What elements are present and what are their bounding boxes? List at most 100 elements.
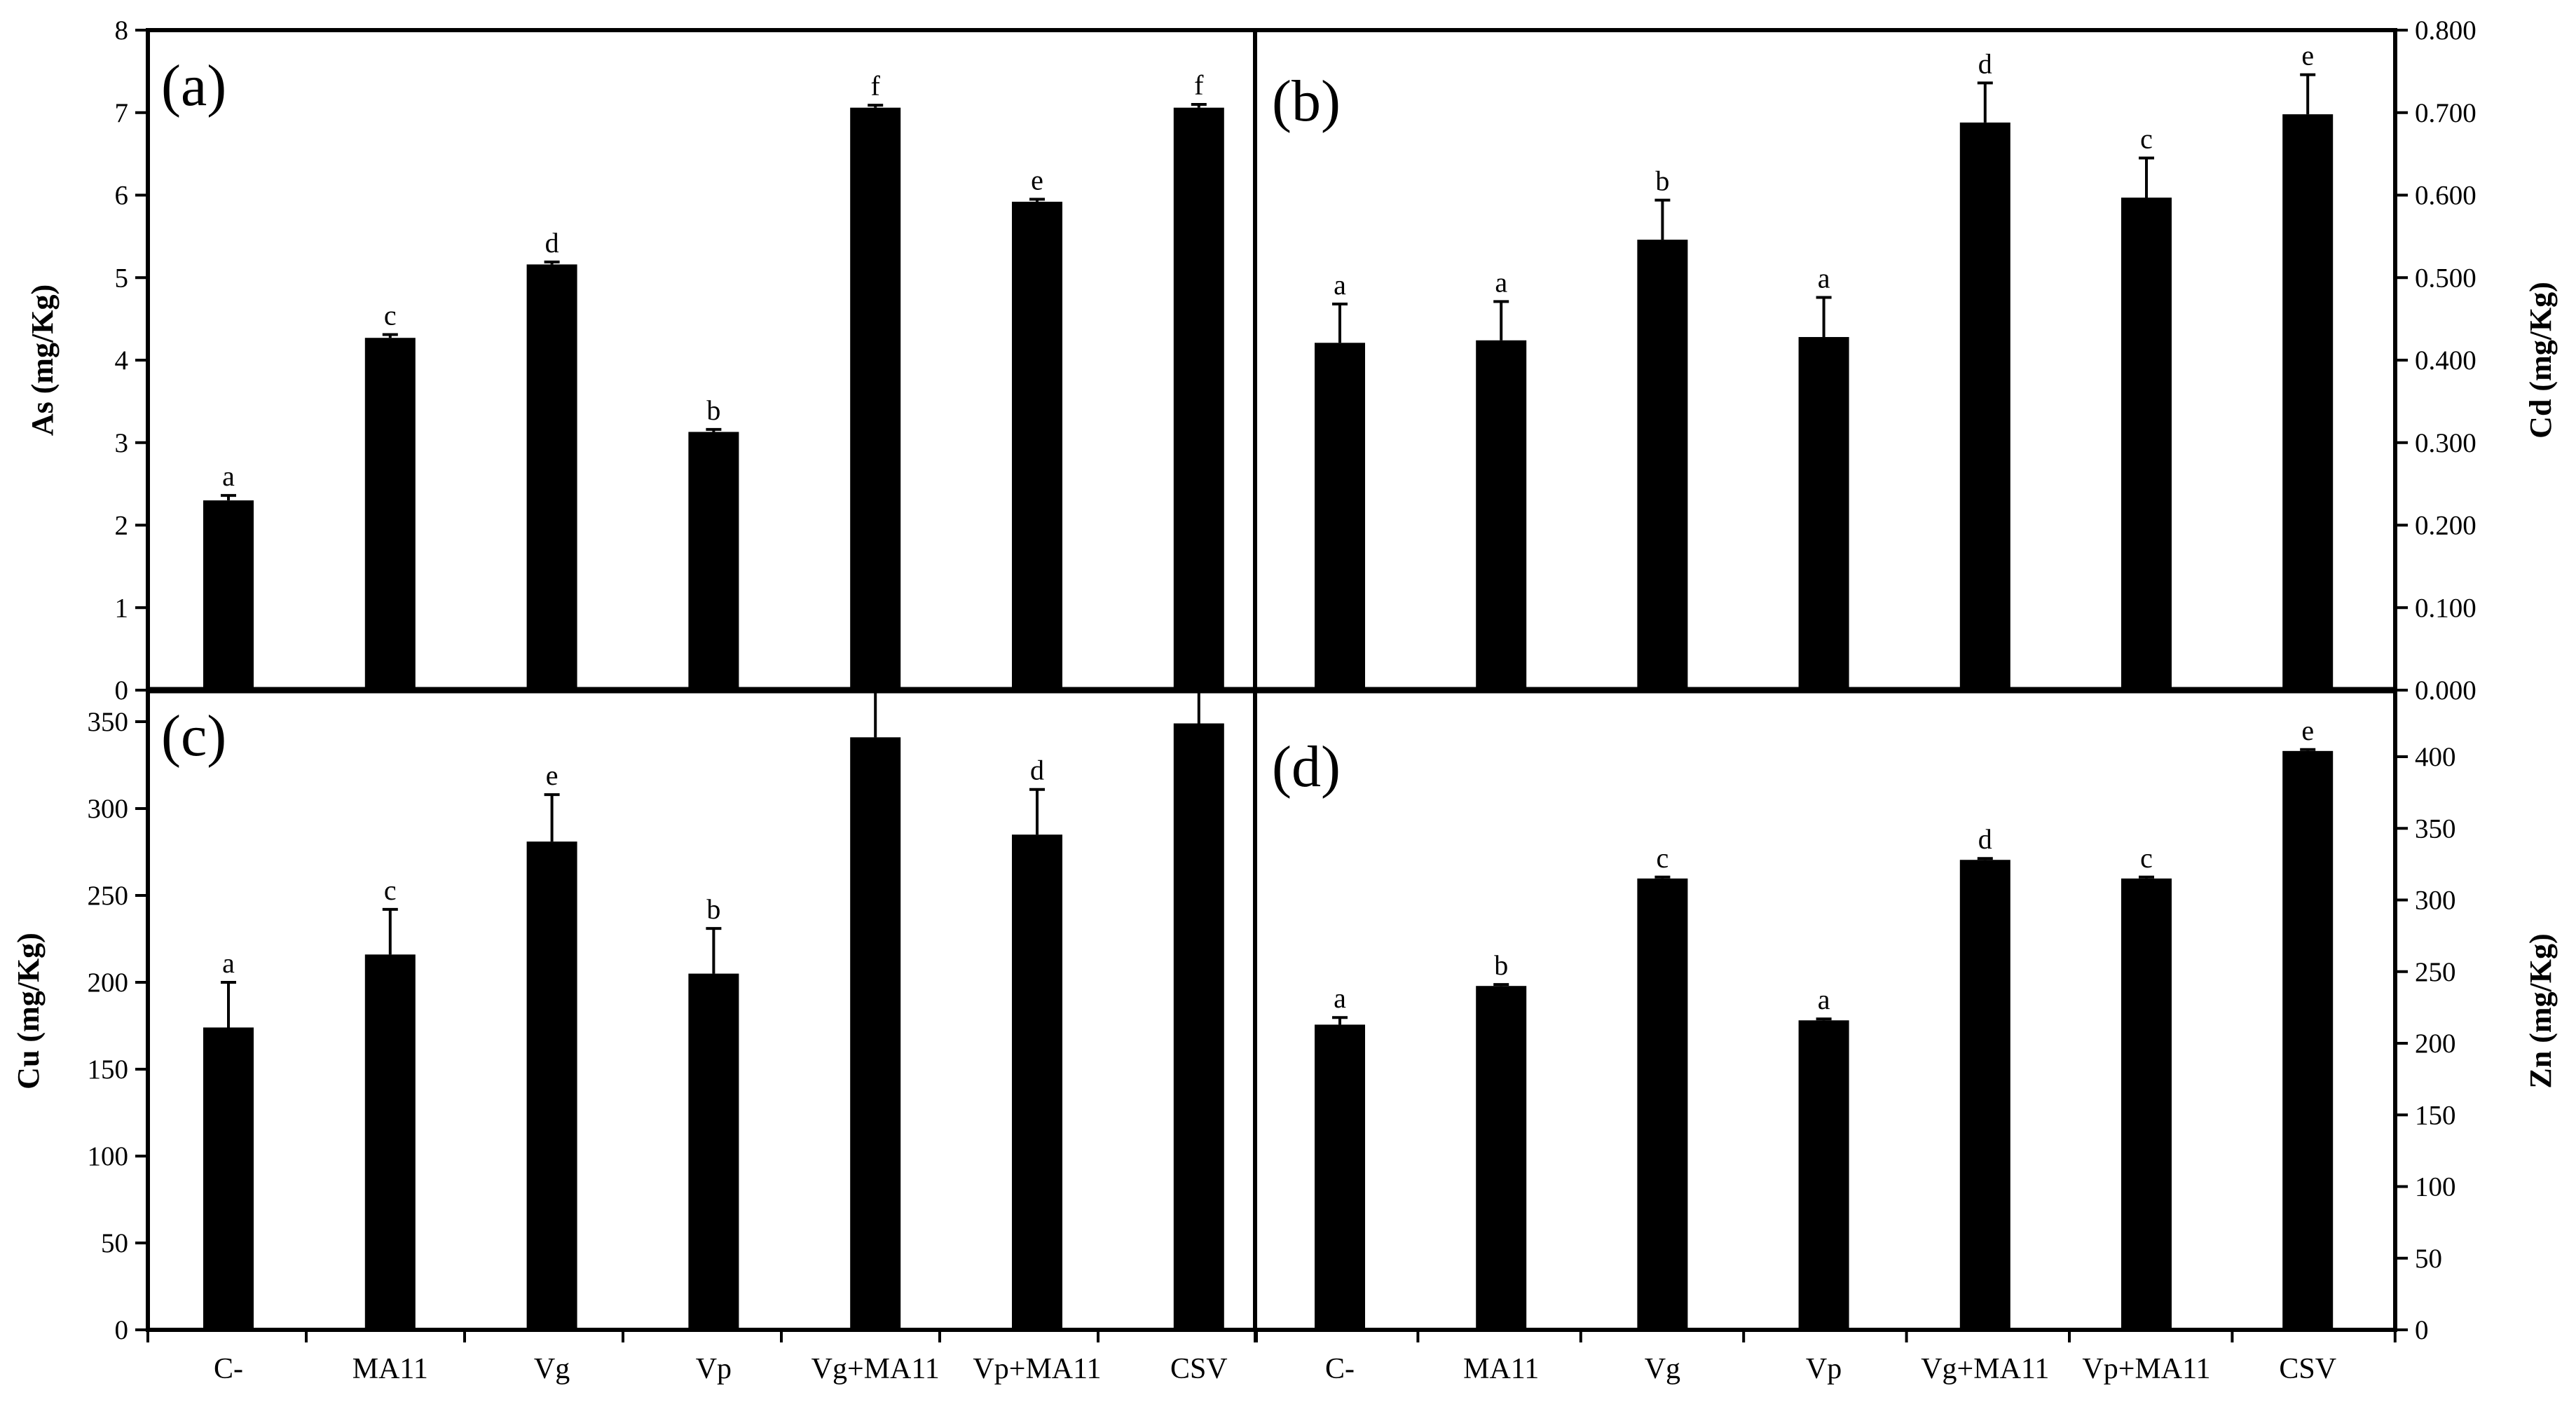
significance-letter: e [2301, 715, 2314, 746]
bar [850, 107, 901, 690]
y-tick-label: 150 [88, 1054, 129, 1085]
y-tick-label: 2 [115, 511, 129, 541]
y-tick-label: 50 [2415, 1244, 2442, 1274]
significance-letter: c [2140, 842, 2153, 874]
y-tick-label: 0 [115, 675, 129, 706]
y-tick-label: 4 [115, 345, 129, 376]
y-axis-title: Cu (mg/Kg) [11, 933, 46, 1090]
y-tick-label: 100 [88, 1141, 129, 1171]
significance-letter: d [1978, 823, 1992, 855]
y-tick-label: 0.300 [2415, 428, 2476, 458]
bar [1959, 122, 2010, 690]
bar [1798, 1020, 1849, 1330]
y-tick-label: 250 [2415, 957, 2456, 987]
category-label: Vp+MA11 [2082, 1353, 2210, 1385]
bar [2282, 114, 2334, 691]
bar [526, 841, 577, 1330]
y-axis-title: As (mg/Kg) [25, 284, 60, 436]
significance-letter: g [1192, 642, 1206, 673]
category-label: MA11 [352, 1353, 428, 1385]
significance-letter: b [1655, 165, 1669, 197]
significance-letter: a [1334, 269, 1346, 301]
y-axis-title: Cd (mg/Kg) [2523, 282, 2558, 439]
significance-letter: a [1495, 266, 1507, 298]
y-tick-label: 0.800 [2415, 15, 2476, 46]
bar [2121, 878, 2172, 1330]
category-label: Vp [1806, 1353, 1842, 1385]
panel-tag: (a) [161, 53, 226, 118]
y-tick-label: 8 [115, 15, 129, 46]
y-tick-label: 0 [115, 1315, 129, 1345]
significance-letter: a [222, 460, 235, 492]
significance-letter: a [222, 947, 235, 979]
y-tick-label: 0.100 [2415, 593, 2476, 623]
y-tick-label: 5 [115, 263, 129, 293]
y-tick-label: 200 [2415, 1029, 2456, 1059]
significance-letter: f [871, 70, 881, 102]
category-label: C- [214, 1353, 243, 1385]
bar [1173, 723, 1224, 1330]
significance-letter: e [1031, 164, 1043, 195]
category-label: MA11 [1463, 1353, 1539, 1385]
significance-letter: d [1978, 48, 1992, 79]
bar [1637, 240, 1688, 691]
significance-letter: c [2140, 123, 2153, 155]
category-label: Vg+MA11 [1921, 1353, 2049, 1385]
significance-letter: f [1194, 69, 1204, 101]
significance-letter: e [546, 760, 559, 791]
category-label: Vg [534, 1353, 570, 1385]
category-label: C- [1325, 1353, 1355, 1385]
bars-layer [203, 73, 2334, 1330]
bar [203, 1027, 254, 1330]
bar [1315, 1024, 1365, 1330]
panel-tag: (b) [1272, 69, 1341, 134]
y-tick-label: 300 [88, 794, 129, 824]
significance-letter: d [1030, 755, 1044, 786]
panel-tag: (d) [1272, 734, 1341, 799]
significance-letter: b [1494, 949, 1508, 981]
y-tick-label: 0.600 [2415, 181, 2476, 211]
y-axis-title: Zn (mg/Kg) [2523, 933, 2558, 1088]
y-tick-label: 0.000 [2415, 675, 2476, 706]
significance-letter: a [1334, 982, 1346, 1014]
bar [1173, 107, 1224, 690]
bar [364, 338, 416, 690]
y-tick-label: 250 [88, 881, 129, 911]
y-tick-label: 200 [88, 968, 129, 998]
bar [1012, 834, 1062, 1330]
category-label: Vg [1645, 1353, 1680, 1385]
y-tick-label: 50 [101, 1228, 128, 1258]
y-tick-label: 0 [2415, 1315, 2429, 1345]
panel-tag: (c) [161, 703, 226, 769]
significance-letter: b [706, 394, 720, 426]
significance-letter: f [871, 655, 881, 687]
category-label: CSV [1170, 1353, 1228, 1385]
y-tick-label: 6 [115, 181, 129, 211]
y-tick-label: 0.700 [2415, 98, 2476, 128]
y-tick-label: 100 [2415, 1172, 2456, 1202]
bar [850, 737, 901, 1330]
y-tick-label: 350 [88, 707, 129, 737]
bar [1012, 201, 1062, 690]
frame-layer [135, 28, 2408, 1342]
category-label: Vp [696, 1353, 732, 1385]
significance-letter: d [545, 227, 559, 259]
y-tick-label: 0.400 [2415, 345, 2476, 376]
category-label: Vp+MA11 [973, 1353, 1101, 1385]
y-tick-label: 7 [115, 98, 129, 128]
text-layer: 0 1 2 3 4 5 6 7 8 a c d b f e f As (mg/Kg) (a) 0.000 0.100 0… [11, 15, 2558, 1385]
bar [688, 973, 739, 1330]
bar [1637, 878, 1688, 1330]
significance-letter: c [1657, 842, 1669, 874]
bar [526, 264, 577, 690]
significance-letter: c [384, 874, 397, 906]
category-label: CSV [2279, 1353, 2336, 1385]
bar [364, 954, 416, 1330]
bar [1798, 337, 1849, 690]
significance-letter: c [384, 299, 397, 331]
y-tick-label: 150 [2415, 1100, 2456, 1130]
bar [1476, 986, 1527, 1330]
y-tick-label: 0.200 [2415, 511, 2476, 541]
bar [2121, 198, 2172, 691]
